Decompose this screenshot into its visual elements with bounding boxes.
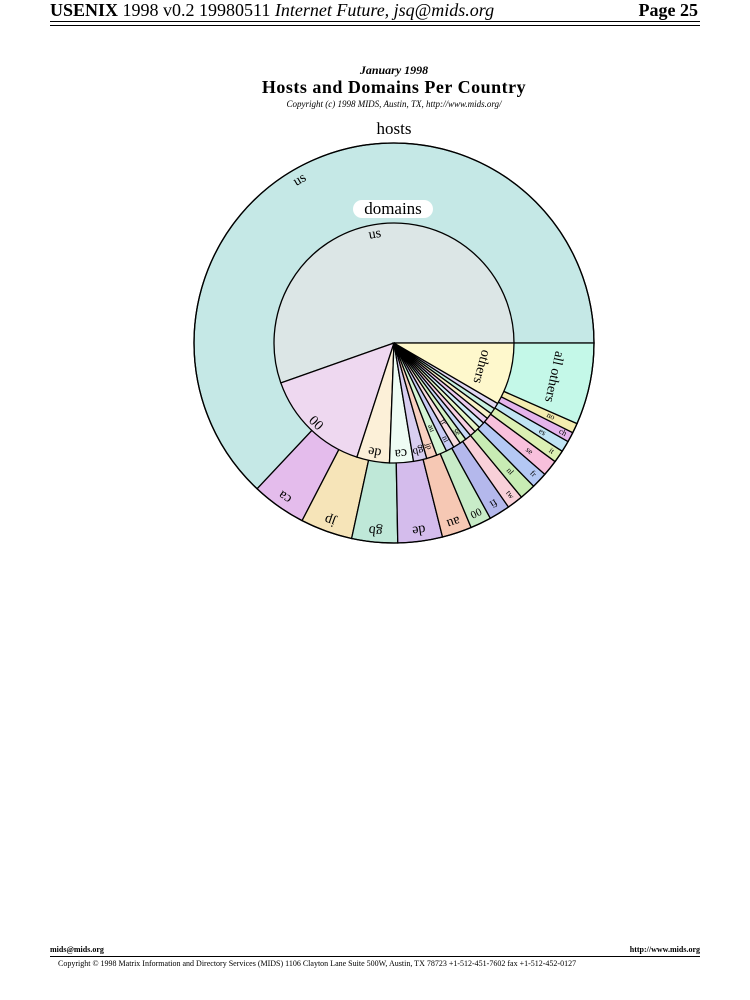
domains-label-us: us (367, 226, 382, 243)
footer-email[interactable]: mids@mids.org (50, 945, 104, 954)
domains-label-gb: gb (411, 444, 425, 458)
header-rule (50, 25, 700, 26)
header-usenix: USENIX (50, 0, 119, 20)
footer-copyright: Copyright © 1998 Matrix Information and … (58, 959, 577, 968)
footer-rule (50, 956, 700, 957)
domains-label-se: se (452, 426, 463, 437)
hosts-label-00: 00 (468, 505, 484, 521)
domains-label-background (353, 200, 433, 218)
hosts-label-au: au (445, 512, 462, 530)
header-title: Internet Future, jsq@mids.org (274, 0, 495, 20)
ring-title-hosts: hosts (377, 119, 412, 138)
domains-label-jp: jp (423, 441, 434, 451)
hosts-ring-outline (193, 142, 595, 544)
domains-label-de: de (367, 443, 383, 460)
domains-slice-others (391, 342, 515, 405)
hosts-label-de: de (411, 521, 426, 538)
header-version: 1998 v0.2 19980511 (122, 0, 271, 20)
page-number: Page 25 (638, 0, 698, 20)
domains-label-ca: ca (393, 445, 407, 461)
hosts-label-jp: jp (323, 511, 339, 529)
footer-url[interactable]: http://www.mids.org (629, 945, 700, 954)
chart-date: January 1998 (359, 63, 429, 77)
chart-copyright: Copyright (c) 1998 MIDS, Austin, TX, htt… (286, 99, 502, 109)
hosts-label-fr: fr (528, 469, 538, 479)
hosts-label-no: no (545, 410, 556, 422)
header-rule (50, 21, 700, 22)
ring-title-domains: domains (364, 199, 422, 218)
hosts-label-es: es (537, 426, 547, 437)
hosts-label-ch: ch (557, 427, 568, 439)
running-header: USENIX 1998 v0.2 19980511 Internet Futur… (50, 0, 700, 20)
domains-label-fr: fr (438, 417, 449, 427)
hosts-label-it: it (547, 446, 556, 456)
domains-label-nl: nl (440, 434, 451, 444)
domains-label-au: au (426, 423, 437, 434)
chart-title: Hosts and Domains Per Country (261, 77, 527, 97)
hosts-label-nl: nl (505, 466, 516, 477)
hosts-label-se: se (524, 445, 535, 456)
hosts-label-gb: gb (368, 522, 383, 538)
